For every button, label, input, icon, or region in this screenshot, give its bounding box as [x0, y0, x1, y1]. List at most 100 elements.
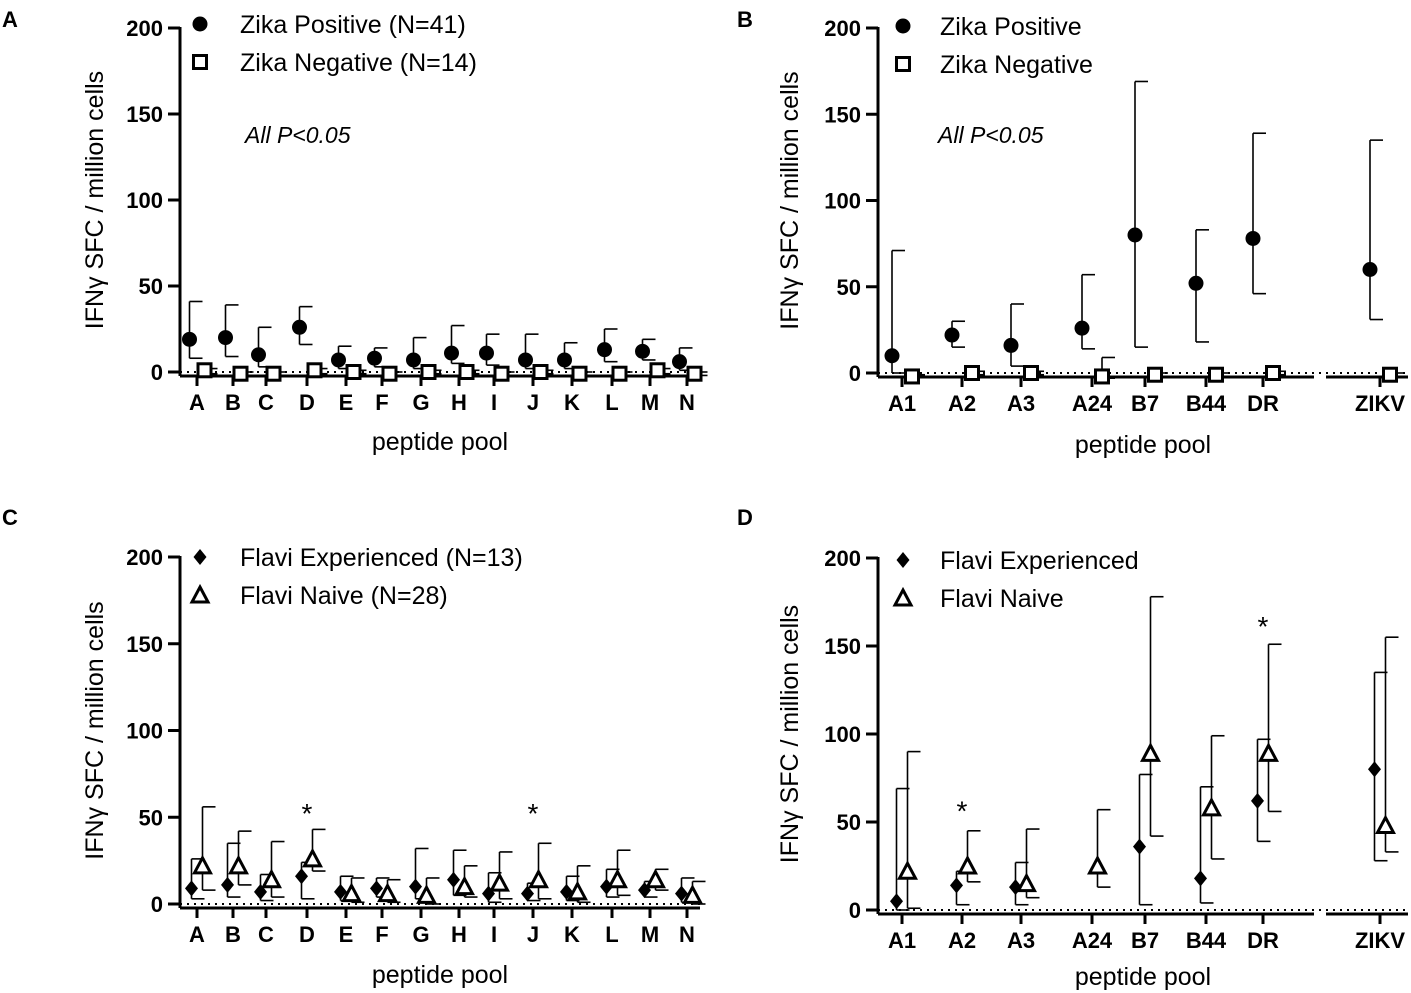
x-tick-label-k: K: [564, 390, 580, 415]
data-point-a2: [957, 854, 978, 875]
data-point-i: [493, 365, 510, 382]
x-tick-label-a2: A2: [948, 928, 976, 953]
legend-marker: [189, 583, 211, 604]
data-point-a: [196, 362, 213, 379]
y-tick-label-50: 50: [837, 810, 861, 835]
legend-label: Zika Negative: [940, 51, 1093, 79]
x-tick-label-j: J: [527, 922, 539, 947]
data-point-b44: [1194, 870, 1207, 887]
legend-item-flavi-naive: Flavi Naive: [892, 585, 1064, 613]
data-point-d: [292, 319, 307, 335]
significance-star-a2: *: [957, 796, 968, 827]
y-tick-label-200: 200: [824, 546, 861, 571]
data-point-l: [597, 342, 612, 358]
x-tick-label-a1: A1: [888, 391, 916, 416]
data-point-e: [345, 364, 362, 380]
data-point-f: [377, 882, 398, 903]
y-tick-label-200: 200: [824, 16, 861, 41]
significance-annotation: All P<0.05: [936, 122, 1044, 148]
x-tick-label-c: C: [258, 390, 274, 415]
x-axis-title: peptide pool: [372, 961, 508, 989]
data-point-g: [406, 352, 421, 368]
data-point-d: [302, 847, 323, 868]
y-tick-label-100: 100: [824, 189, 861, 214]
data-point-zikv: [1362, 262, 1378, 277]
data-point-c: [261, 868, 282, 889]
x-tick-label-m: M: [641, 922, 659, 947]
data-point-g: [409, 878, 422, 895]
data-point-b44: [1201, 796, 1222, 817]
y-tick-label-150: 150: [824, 634, 861, 659]
data-point-h: [454, 875, 475, 896]
data-point-h: [444, 345, 459, 361]
legend-marker: [895, 56, 911, 72]
data-point-j: [521, 885, 534, 902]
legend-label: Flavi Naive: [940, 585, 1064, 613]
x-tick-label-a: A: [189, 922, 205, 947]
data-point-g: [416, 884, 437, 904]
data-point-a1: [897, 860, 918, 880]
data-point-e: [331, 352, 346, 368]
legend-item-zika-negative: Zika Negative: [895, 51, 1093, 79]
y-tick-label-50: 50: [139, 805, 163, 830]
legend-marker: [896, 552, 910, 568]
x-tick-label-i: I: [491, 922, 497, 947]
legend-item-flavi-experienced-n-13: Flavi Experienced (N=13): [193, 544, 523, 572]
data-point-a24: [1074, 320, 1090, 336]
data-point-e: [334, 883, 347, 900]
data-point-b: [228, 854, 249, 875]
panel-letter: A: [2, 7, 18, 32]
data-point-a3: [1023, 365, 1039, 381]
data-point-a: [192, 854, 213, 875]
data-point-l: [607, 868, 628, 889]
x-tick-label-dr: DR: [1247, 391, 1279, 416]
data-point-e: [341, 882, 362, 903]
data-point-a1: [884, 348, 900, 364]
legend-marker: [193, 549, 207, 565]
series-flavi-naive: [897, 595, 1399, 910]
significance-annotation: All P<0.05: [243, 122, 351, 148]
x-axis-title: peptide pool: [1075, 431, 1211, 459]
data-point-f: [370, 880, 383, 897]
data-point-m: [635, 343, 650, 359]
data-point-n: [686, 365, 703, 382]
data-point-n: [672, 354, 687, 370]
y-tick-label-0: 0: [849, 898, 861, 923]
legend-item-zika-negative-n-14: Zika Negative (N=14): [192, 49, 477, 77]
series-zika-negative: [904, 356, 1403, 385]
x-tick-label-b7: B7: [1131, 391, 1159, 416]
data-point-f: [381, 365, 398, 382]
series-flavi-naive-n-28: [192, 806, 706, 905]
data-point-a24: [1094, 368, 1110, 385]
data-point-zikv: [1368, 761, 1381, 778]
significance-star-dr: *: [1258, 611, 1269, 642]
data-point-a3: [1016, 872, 1037, 893]
y-tick-label-50: 50: [837, 275, 861, 300]
x-tick-label-n: N: [679, 390, 695, 415]
x-tick-label-c: C: [258, 922, 274, 947]
x-tick-label-zikv: ZIKV: [1355, 928, 1405, 953]
data-point-c: [265, 365, 282, 382]
legend-marker: [895, 18, 911, 34]
panel-letter: B: [737, 7, 753, 32]
x-tick-label-a24: A24: [1072, 928, 1113, 953]
x-tick-label-a2: A2: [948, 391, 976, 416]
x-tick-label-e: E: [339, 390, 354, 415]
data-point-b7: [1147, 366, 1163, 383]
data-point-h: [447, 871, 460, 888]
x-tick-label-k: K: [564, 922, 580, 947]
x-tick-label-l: L: [605, 390, 618, 415]
y-tick-label-50: 50: [139, 274, 163, 299]
data-point-m: [645, 868, 666, 889]
y-tick-label-200: 200: [126, 16, 163, 41]
data-point-j: [528, 868, 549, 889]
data-point-a2: [950, 877, 963, 894]
panel-b: B 0 50 100 150 200 A1 A2 A3 A24 B7 B44 DR ZIKV peptide…: [737, 7, 1408, 459]
x-tick-label-h: H: [451, 922, 467, 947]
data-point-l: [600, 878, 613, 895]
x-tick-label-g: G: [412, 390, 429, 415]
data-point-b: [221, 876, 234, 893]
